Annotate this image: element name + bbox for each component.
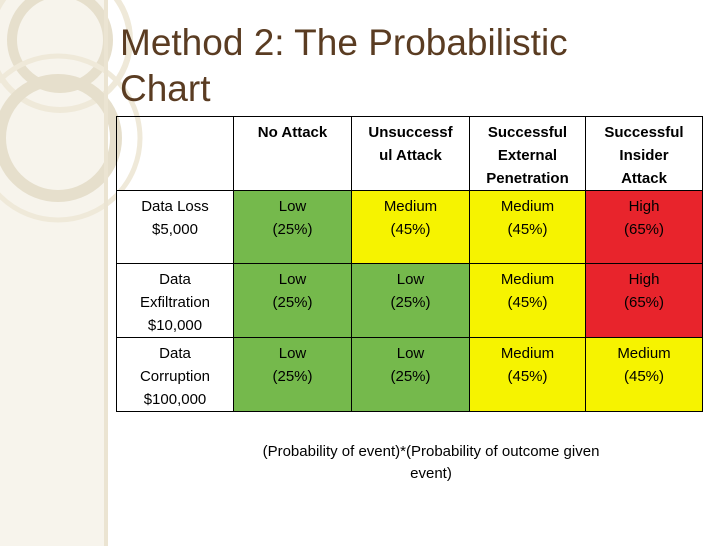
risk-cell: Medium (45%): [469, 263, 586, 338]
risk-level: Low: [278, 345, 307, 362]
footnote-line-2: event): [410, 465, 452, 482]
row-label-text: $10,000: [147, 317, 203, 334]
header-corner-cell: [116, 116, 234, 191]
risk-cell: High (65%): [585, 263, 703, 338]
table-row: Data Corruption $100,000 Low (25%) Low (…: [116, 337, 703, 412]
page-title: Method 2: The Probabilistic Chart: [120, 20, 710, 112]
risk-cell: Medium (45%): [469, 190, 586, 264]
risk-level: Low: [396, 345, 425, 362]
row-label-data-exfiltration: Data Exfiltration $10,000: [116, 263, 234, 338]
risk-level: Medium: [500, 271, 555, 288]
header-text: External: [497, 147, 558, 164]
header-row: No Attack Unsuccessf ul Attack Successfu…: [116, 116, 703, 191]
row-label-data-corruption: Data Corruption $100,000: [116, 337, 234, 412]
header-text: Penetration: [486, 170, 569, 187]
risk-percent: (25%): [272, 368, 313, 385]
risk-percent: (25%): [390, 368, 431, 385]
row-label-text: Data Loss: [141, 198, 209, 215]
header-no-attack: No Attack: [233, 116, 352, 191]
risk-level: Low: [396, 271, 425, 288]
table-row: Data Exfiltration $10,000 Low (25%) Low …: [116, 263, 703, 338]
row-label-text: Exfiltration: [139, 294, 211, 311]
risk-level: High: [628, 271, 660, 288]
risk-cell: Medium (45%): [469, 337, 586, 412]
risk-level: Medium: [383, 198, 438, 215]
risk-percent: (65%): [623, 294, 664, 311]
header-text: ul Attack: [379, 147, 442, 164]
risk-cell: Low (25%): [233, 263, 352, 338]
risk-cell: Low (25%): [233, 190, 352, 264]
row-label-text: $5,000: [152, 221, 198, 238]
risk-cell: Low (25%): [351, 263, 470, 338]
row-label-text: $100,000: [143, 391, 207, 408]
header-text: Insider: [619, 147, 669, 164]
risk-level: High: [628, 198, 660, 215]
risk-percent: (45%): [507, 368, 548, 385]
header-unsuccessful-attack: Unsuccessf ul Attack: [351, 116, 470, 191]
header-text: Unsuccessf: [368, 124, 453, 141]
risk-cell: Medium (45%): [351, 190, 470, 264]
table-row: Data Loss $5,000 Low (25%) Medium (45%) …: [116, 190, 703, 264]
probability-table: No Attack Unsuccessf ul Attack Successfu…: [116, 116, 703, 412]
risk-level: Low: [278, 271, 307, 288]
risk-level: Medium: [500, 198, 555, 215]
risk-cell: Low (25%): [233, 337, 352, 412]
risk-level: Low: [278, 198, 307, 215]
risk-cell: Medium (45%): [585, 337, 703, 412]
header-text: Attack: [621, 170, 667, 187]
risk-percent: (65%): [623, 221, 664, 238]
row-label-text: Corruption: [139, 368, 211, 385]
header-successful-insider-attack: Successful Insider Attack: [585, 116, 703, 191]
footnote-line-1: (Probability of event)*(Probability of o…: [262, 443, 600, 460]
risk-percent: (45%): [507, 294, 548, 311]
risk-percent: (25%): [390, 294, 431, 311]
title-line-1: Method 2: The Probabilistic: [120, 22, 568, 63]
risk-level: Medium: [500, 345, 555, 362]
header-text: No Attack: [257, 124, 328, 141]
risk-percent: (45%): [390, 221, 431, 238]
row-label-text: Data: [159, 271, 191, 288]
row-label-text: Data: [159, 345, 191, 362]
title-line-2: Chart: [120, 68, 211, 109]
risk-percent: (45%): [507, 221, 548, 238]
risk-level: Medium: [617, 345, 671, 362]
header-text: Successful: [604, 124, 684, 141]
header-successful-external-penetration: Successful External Penetration: [469, 116, 586, 191]
header-text: Successful: [487, 124, 568, 141]
formula-footnote: (Probability of event)*(Probability of o…: [200, 441, 662, 485]
risk-percent: (25%): [272, 294, 313, 311]
risk-cell: Low (25%): [351, 337, 470, 412]
risk-percent: (25%): [272, 221, 313, 238]
risk-percent: (45%): [623, 368, 664, 385]
row-label-data-loss: Data Loss $5,000: [116, 190, 234, 264]
risk-cell: High (65%): [585, 190, 703, 264]
